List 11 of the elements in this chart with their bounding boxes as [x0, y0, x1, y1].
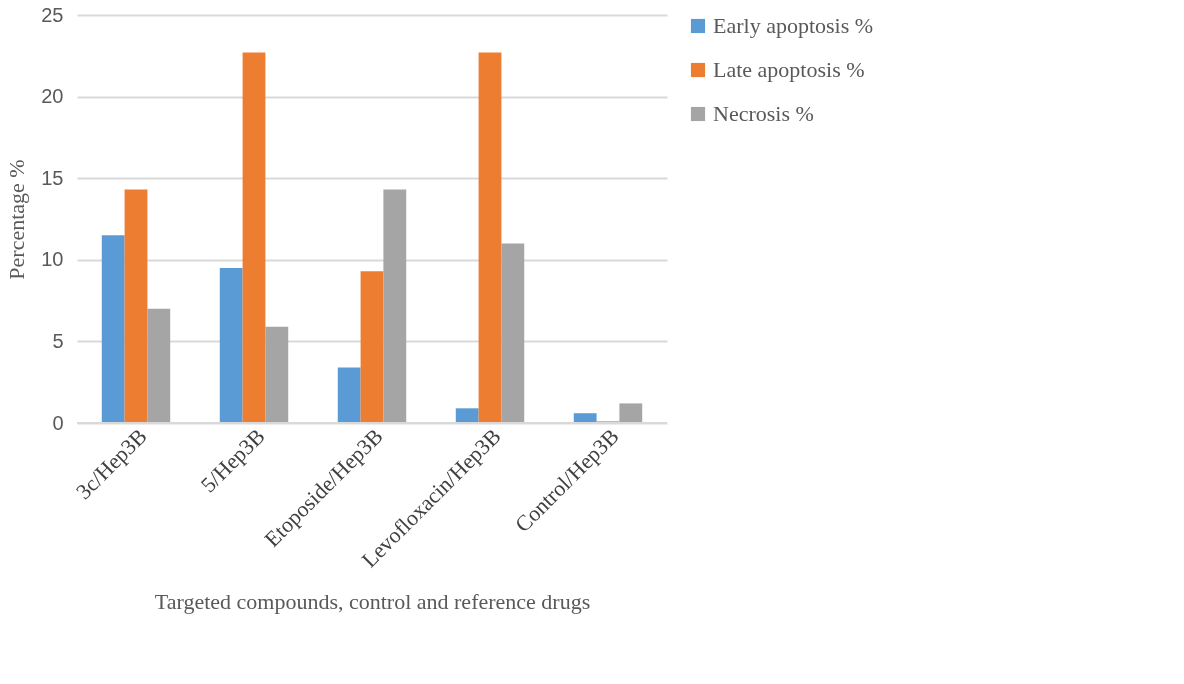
- y-tick-label: 20: [41, 85, 64, 108]
- y-tick-label: 5: [52, 329, 64, 352]
- legend-label: Late apoptosis %: [713, 57, 865, 82]
- y-tick-label: 25: [41, 3, 64, 26]
- y-axis-title: Percentage %: [4, 159, 30, 280]
- legend-label: Early apoptosis %: [713, 13, 874, 38]
- y-tick-label: 15: [41, 166, 64, 189]
- y-tick-label: 0: [52, 411, 64, 434]
- y-tick-label: 10: [41, 248, 64, 271]
- legend-label: Necrosis %: [713, 101, 814, 126]
- x-axis-title: Targeted compounds, control and reference drugs: [154, 588, 591, 614]
